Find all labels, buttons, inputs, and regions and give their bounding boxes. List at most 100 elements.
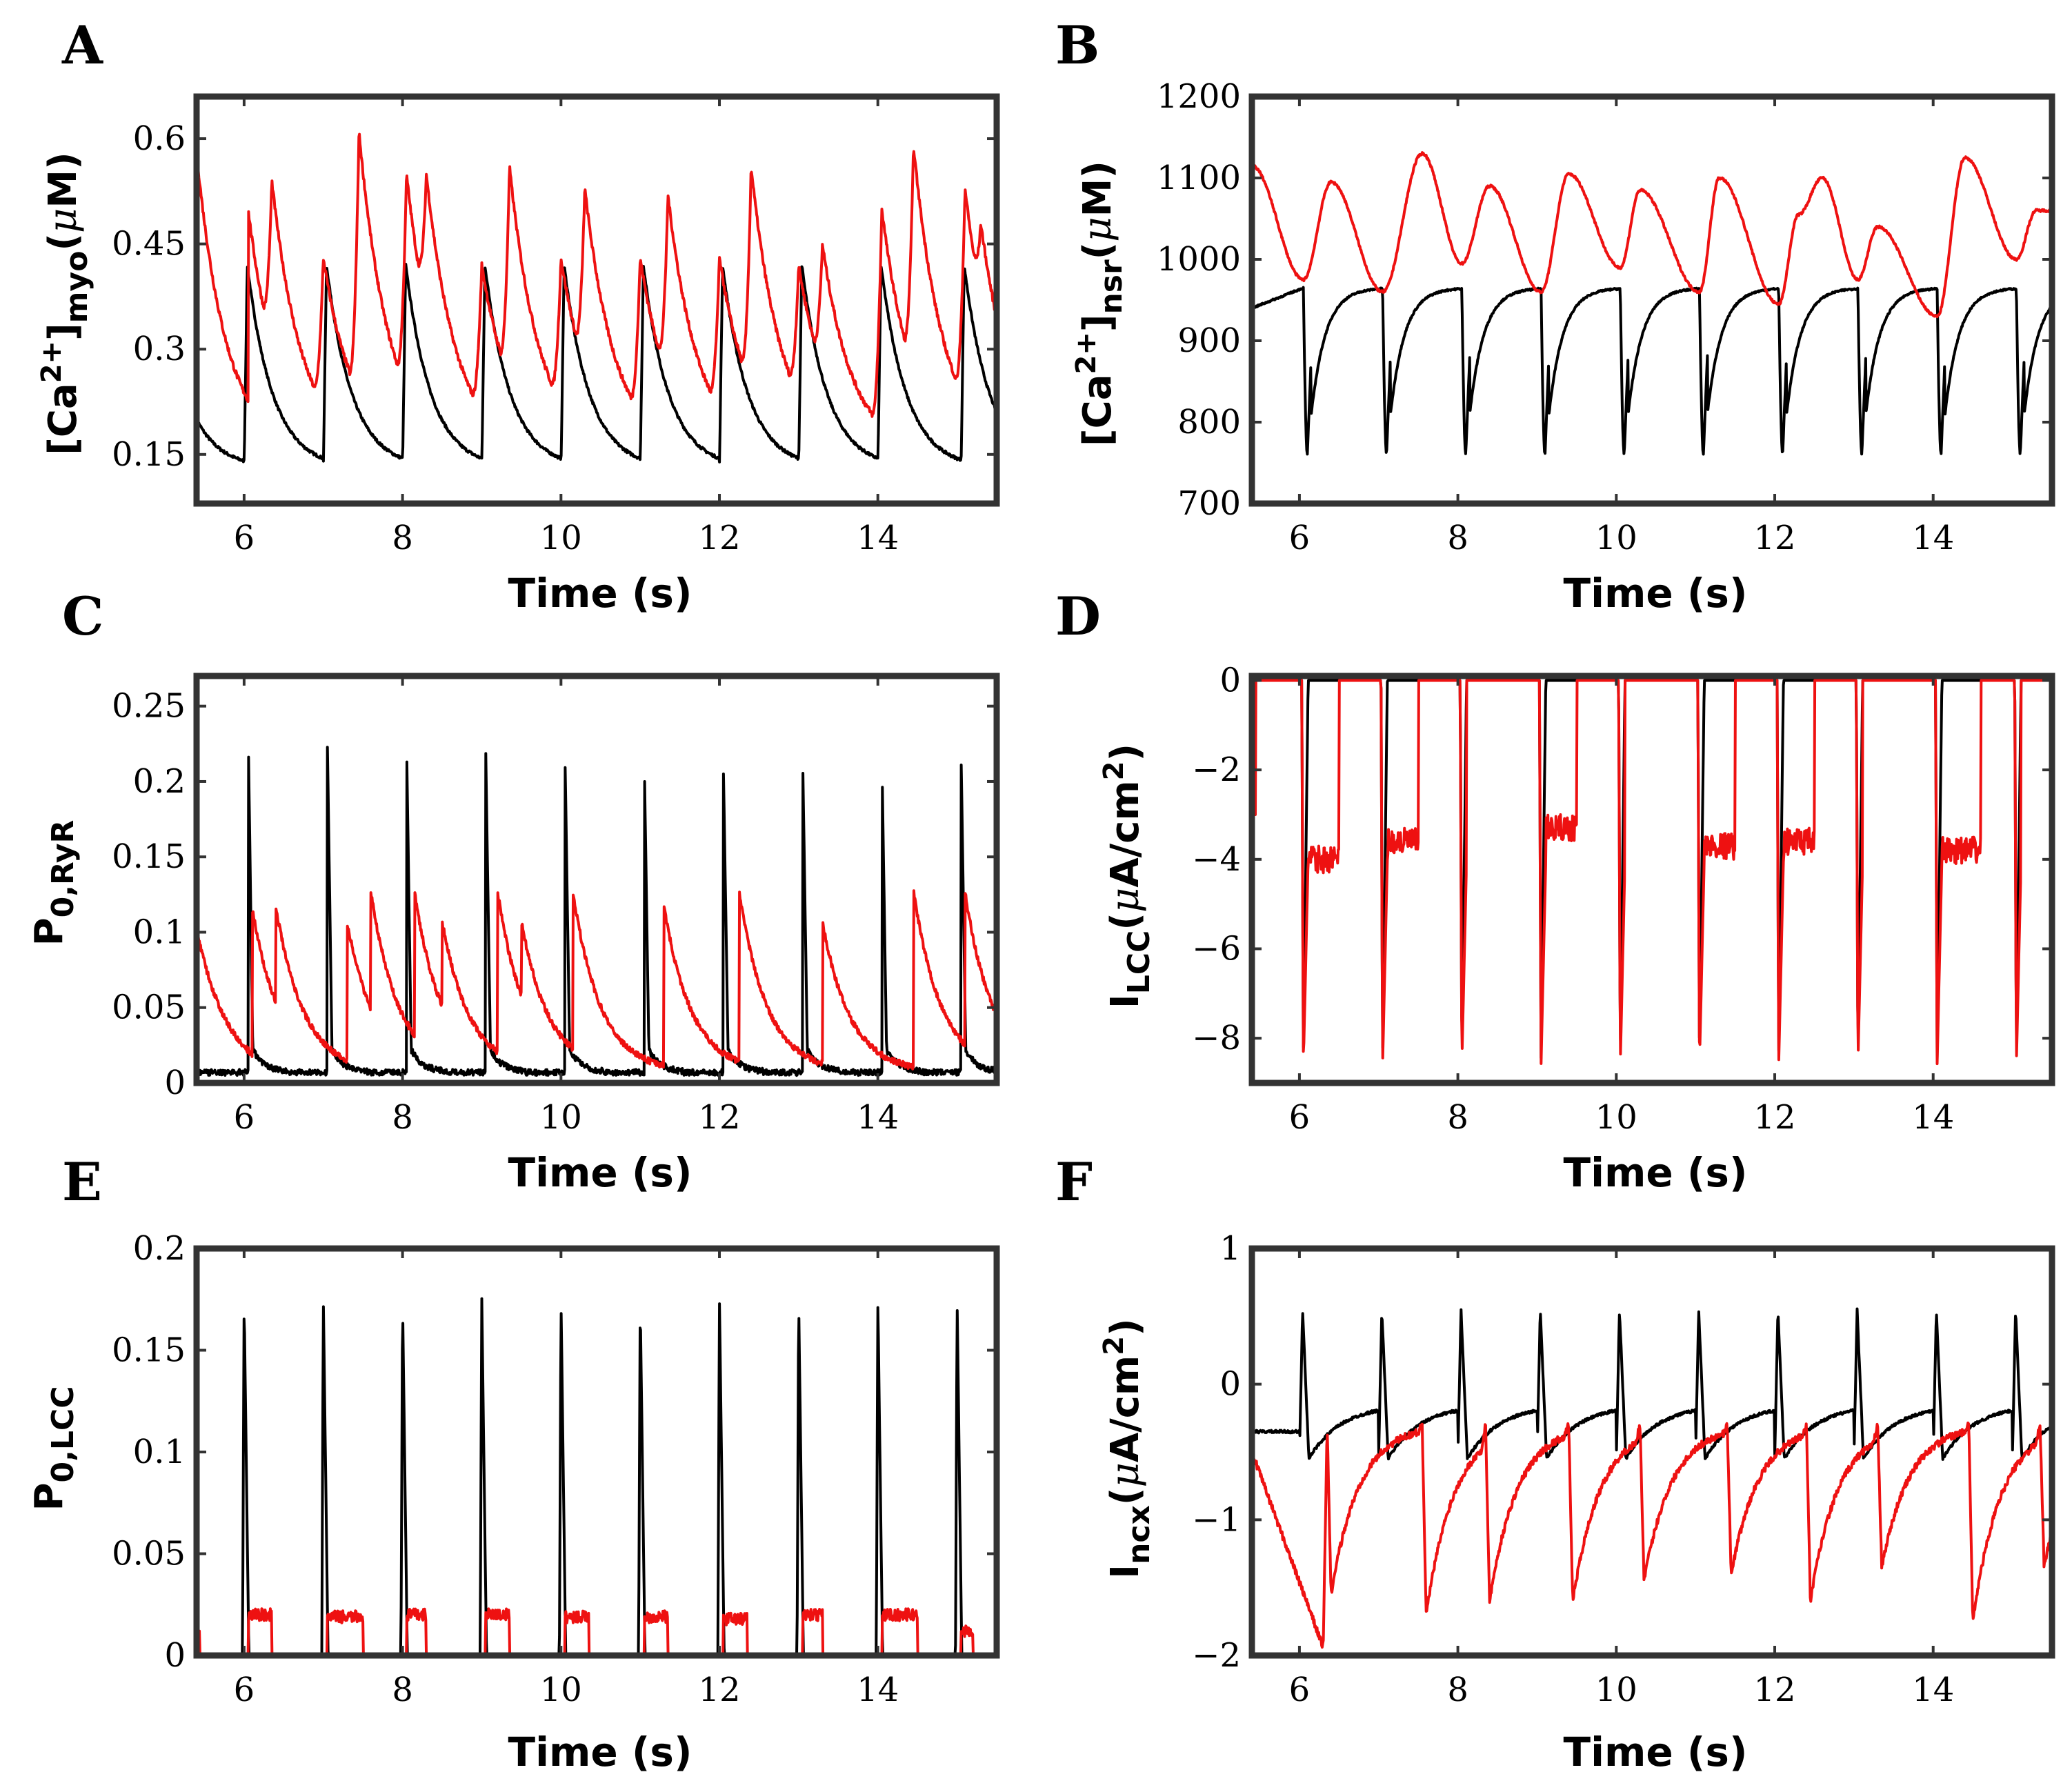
ytick-label: −1 — [1192, 1500, 1241, 1539]
ytick-label: 0.2 — [133, 1229, 186, 1268]
xtick-label: 14 — [1912, 1671, 1954, 1709]
xlabel-b: Time (s) — [1564, 570, 1748, 617]
ytick-label: 0 — [164, 1636, 186, 1675]
ylabel-a: [Ca2+]myo(μM) — [36, 152, 94, 455]
ytick-label: 0.6 — [133, 119, 186, 158]
ytick-label: 0.1 — [133, 913, 186, 951]
panel-letter-d: D — [1055, 586, 1101, 647]
series-black-e — [197, 1297, 997, 1655]
xtick-label: 14 — [857, 519, 899, 557]
xtick-label: 14 — [857, 1671, 899, 1709]
xtick-label: 10 — [540, 1098, 582, 1137]
ytick-label: 0 — [1219, 1365, 1241, 1404]
xtick-label: 8 — [1447, 519, 1468, 557]
xtick-label: 10 — [540, 519, 582, 557]
xtick-label: 14 — [857, 1098, 899, 1137]
plot-area-e — [197, 1297, 997, 1655]
xlabel-f: Time (s) — [1564, 1729, 1748, 1775]
axes-frame-c — [193, 673, 1000, 1086]
series-red-d — [1252, 679, 2052, 1066]
panel-e: E P0,LCC Time (s) 6 8 10 12 14 0 0.05 0.1 0.15 0.… — [27, 1151, 1000, 1775]
ytick-label: −2 — [1192, 1636, 1241, 1675]
axes-frame-d — [1248, 673, 2055, 1086]
axes-frame-a — [193, 93, 1000, 507]
panel-f: F Incx(μA/cm2) Time (s) 6 8 10 12 14 −2 −1 0 1 — [1055, 1151, 2055, 1775]
ytick-label: 0.25 — [112, 687, 186, 726]
xtick-label: 14 — [1912, 1098, 1954, 1137]
ylabel-b: [Ca2+]nsr(μM) — [1070, 161, 1129, 446]
panel-letter-e: E — [62, 1151, 102, 1213]
panel-letter-c: C — [62, 586, 104, 647]
ylabel-d: ILCC(μA/cm2) — [1098, 744, 1157, 1008]
series-red-e — [197, 1607, 997, 1655]
series-red-b — [1252, 151, 2052, 319]
ylabel-c: P0,RyR — [27, 820, 81, 946]
ytick-label: 800 — [1177, 403, 1241, 441]
xtick-label: 6 — [234, 1671, 255, 1709]
panel-letter-f: F — [1055, 1151, 1093, 1213]
ytick-label: 0.3 — [133, 330, 186, 368]
ytick-label: 900 — [1177, 321, 1241, 360]
ytick-label: 1 — [1219, 1229, 1241, 1268]
ytick-label: −4 — [1192, 840, 1241, 879]
panel-a: A [Ca2+]myo(μM) Time (s) 6 8 10 12 14 0.15 0.3… — [36, 14, 1000, 617]
plot-area-b — [1252, 151, 2052, 456]
xtick-label: 12 — [698, 519, 740, 557]
ytick-label: −6 — [1192, 929, 1241, 968]
xtick-label: 6 — [1289, 1098, 1311, 1137]
series-black-f — [1252, 1307, 2052, 1461]
ytick-label: 0.15 — [112, 837, 186, 876]
ytick-label: −2 — [1192, 750, 1241, 789]
panel-letter-a: A — [61, 14, 103, 76]
xtick-label: 6 — [1289, 1671, 1311, 1709]
xtick-label: 6 — [234, 1098, 255, 1137]
series-red-a — [197, 132, 997, 418]
series-red-c — [197, 889, 997, 1071]
xlabel-c: Time (s) — [508, 1149, 693, 1196]
xtick-label: 6 — [234, 519, 255, 557]
plot-area-f — [1252, 1307, 2052, 1649]
ytick-label: 0.05 — [112, 1535, 186, 1573]
xtick-label: 12 — [1753, 519, 1795, 557]
ytick-label: 0.45 — [112, 225, 186, 263]
xtick-label: 10 — [1595, 519, 1637, 557]
xtick-label: 12 — [1753, 1098, 1795, 1137]
xtick-label: 10 — [1595, 1098, 1637, 1137]
ytick-label: 700 — [1177, 484, 1241, 523]
xtick-label: 8 — [392, 519, 413, 557]
xtick-label: 8 — [1447, 1671, 1468, 1709]
ytick-label: 1200 — [1157, 77, 1241, 116]
xtick-label: 14 — [1912, 519, 1954, 557]
series-black-b — [1252, 286, 2052, 456]
ytick-label: 0 — [1219, 661, 1241, 699]
series-black-d — [1252, 679, 2052, 1061]
xtick-label: 10 — [1595, 1671, 1637, 1709]
xlabel-e: Time (s) — [508, 1729, 693, 1775]
ytick-label: 0.15 — [112, 435, 186, 474]
xtick-label: 8 — [392, 1098, 413, 1137]
ytick-label: 1100 — [1157, 159, 1241, 197]
xtick-label: 8 — [392, 1671, 413, 1709]
plot-area-a — [197, 132, 997, 464]
axes-frame-b — [1248, 93, 2055, 507]
ytick-label: 0.2 — [133, 762, 186, 801]
ytick-label: 0 — [164, 1064, 186, 1102]
xlabel-d: Time (s) — [1564, 1149, 1748, 1196]
axes-frame-f — [1248, 1245, 2055, 1659]
plot-area-c — [197, 746, 997, 1077]
ylabel-e: P0,LCC — [27, 1386, 81, 1511]
panel-c: C P0,RyR Time (s) 6 8 10 12 14 0 0.05 0.1 0.15 0.… — [27, 586, 1000, 1196]
xtick-label: 12 — [698, 1098, 740, 1137]
series-black-c — [197, 746, 997, 1077]
xtick-label: 12 — [1753, 1671, 1795, 1709]
plot-area-d — [1252, 679, 2052, 1066]
panel-d: D ILCC(μA/cm2) Time (s) 6 8 10 12 14 −8 −6 −4 −2… — [1055, 586, 2055, 1196]
ytick-label: −8 — [1192, 1019, 1241, 1057]
series-red-f — [1252, 1421, 2052, 1649]
ytick-label: 0.1 — [133, 1433, 186, 1471]
ytick-label: 0.15 — [112, 1331, 186, 1370]
ytick-label: 1000 — [1157, 240, 1241, 279]
xtick-label: 12 — [698, 1671, 740, 1709]
xtick-label: 6 — [1289, 519, 1311, 557]
